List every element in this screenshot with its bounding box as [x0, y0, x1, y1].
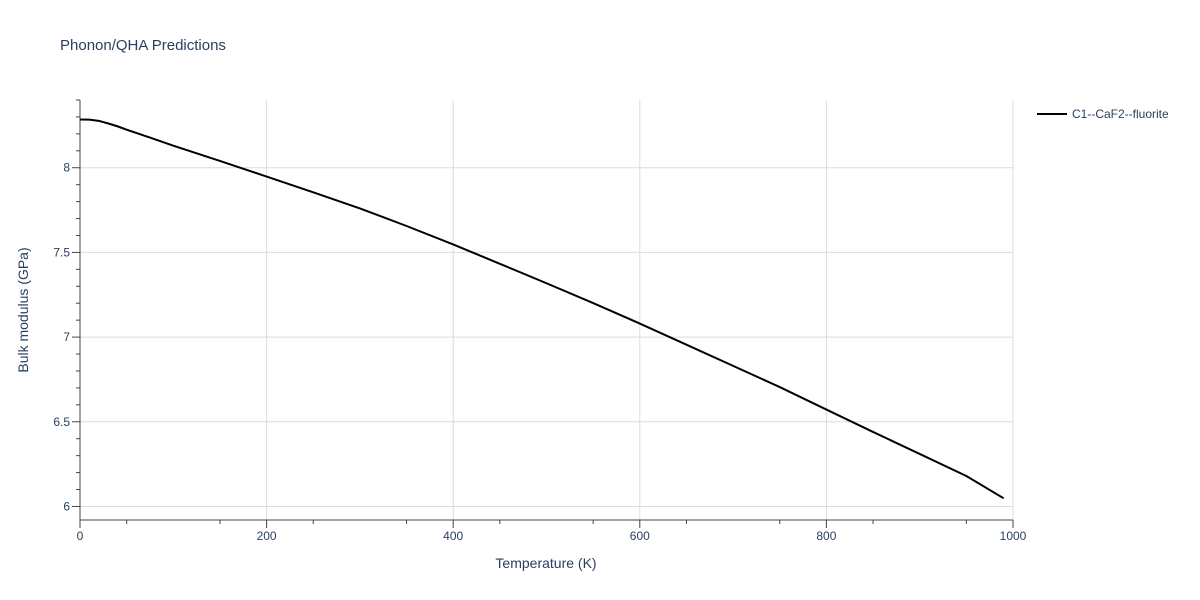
x-tick-label: 200: [257, 529, 277, 543]
chart-title: Phonon/QHA Predictions: [60, 37, 226, 54]
x-tick-label: 600: [630, 529, 650, 543]
series-layer: [79, 118, 1005, 500]
x-tick-label: 0: [77, 529, 84, 543]
x-tick-label: 800: [816, 529, 836, 543]
y-axis-title: Bulk modulus (GPa): [15, 247, 31, 372]
y-tick-label: 6.5: [53, 415, 70, 429]
y-tick-label: 6: [63, 499, 70, 513]
y-tick-label: 8: [63, 161, 70, 175]
y-tick-label: 7: [63, 330, 70, 344]
y-tick-label: 7.5: [53, 245, 70, 259]
grid: [80, 100, 1014, 520]
x-tick-label: 1000: [1000, 529, 1027, 543]
series-line: [79, 118, 1005, 500]
x-axis-title: Temperature (K): [495, 555, 596, 571]
x-tick-label: 400: [443, 529, 463, 543]
legend[interactable]: C1--CaF2--fluorite: [1037, 107, 1169, 121]
legend-label: C1--CaF2--fluorite: [1072, 107, 1169, 121]
axes: 0 200 400 600 800 1000 6 6.5 7 7.5 8: [53, 99, 1027, 543]
